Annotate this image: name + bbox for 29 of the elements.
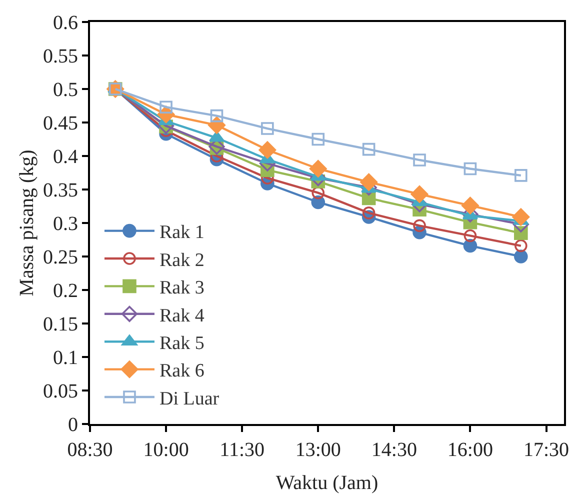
legend-label: Rak 4 xyxy=(159,305,205,326)
y-tick-label: 0.55 xyxy=(43,46,78,68)
y-tick-label: 0.25 xyxy=(43,246,78,268)
y-tick-label: 0 xyxy=(68,414,78,436)
y-axis-title: Massa pisang (kg) xyxy=(16,150,38,296)
x-tick-label: 10:00 xyxy=(143,439,189,461)
legend-label: Rak 6 xyxy=(159,360,204,382)
y-tick-label: 0.3 xyxy=(53,213,78,235)
x-axis-title: Waktu (Jam) xyxy=(276,472,378,494)
legend-label: Di Luar xyxy=(159,388,220,410)
y-tick-label: 0.35 xyxy=(43,180,78,202)
y-tick-label: 0.5 xyxy=(53,79,78,101)
legend-label: Rak 3 xyxy=(159,278,204,299)
y-tick-label: 0.05 xyxy=(43,380,78,402)
x-tick-label: 17:30 xyxy=(523,439,570,461)
legend-label: Rak 2 xyxy=(159,250,204,271)
x-tick-label: 16:00 xyxy=(447,439,493,461)
x-tick-label: 11:30 xyxy=(220,439,265,461)
y-tick-label: 0.2 xyxy=(53,280,78,302)
y-tick-label: 0.4 xyxy=(53,146,78,168)
x-tick-label: 08:30 xyxy=(67,439,113,461)
x-tick-label: 14:30 xyxy=(371,439,417,461)
y-tick-label: 0.15 xyxy=(43,314,78,336)
y-tick-label: 0.1 xyxy=(53,347,78,369)
y-tick-label: 0.6 xyxy=(53,12,78,34)
legend-label: Rak 1 xyxy=(159,222,204,244)
x-tick-label: 13:00 xyxy=(295,439,341,461)
legend-label: Rak 5 xyxy=(159,333,204,354)
y-tick-label: 0.45 xyxy=(43,112,78,134)
